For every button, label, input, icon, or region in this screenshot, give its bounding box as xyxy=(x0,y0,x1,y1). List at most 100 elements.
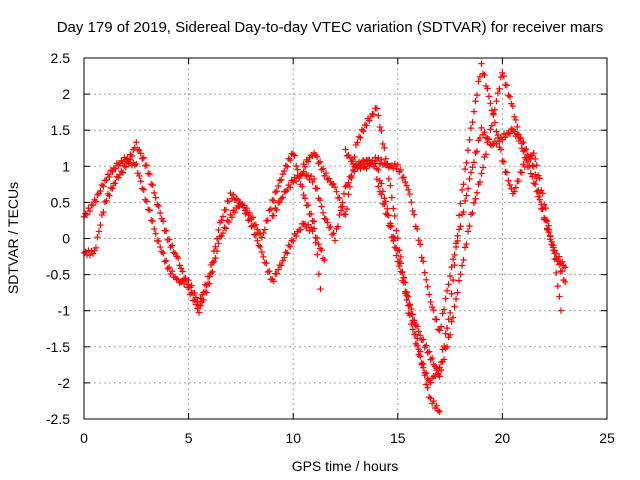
data-point xyxy=(433,402,440,410)
data-point xyxy=(464,228,472,235)
data-point xyxy=(484,85,491,92)
data-point xyxy=(231,209,239,216)
data-point xyxy=(201,281,209,288)
data-point xyxy=(275,266,282,273)
data-point xyxy=(258,234,266,241)
data-point xyxy=(506,181,514,189)
data-point xyxy=(97,187,104,195)
data-point xyxy=(264,217,271,224)
data-point xyxy=(281,167,288,175)
data-point xyxy=(393,252,400,259)
data-point xyxy=(370,111,378,118)
data-point xyxy=(414,323,421,330)
data-point xyxy=(384,211,391,218)
data-point xyxy=(469,118,476,126)
data-point xyxy=(145,170,152,177)
data-point xyxy=(415,237,422,244)
data-point xyxy=(215,240,222,247)
data-point xyxy=(177,265,185,272)
data-point xyxy=(352,141,360,149)
data-point xyxy=(420,336,427,343)
data-point xyxy=(437,366,445,374)
data-point xyxy=(218,217,225,224)
data-point xyxy=(473,91,481,99)
data-point xyxy=(317,285,324,293)
data-point xyxy=(390,237,397,245)
data-point xyxy=(112,180,119,187)
data-point xyxy=(342,211,349,218)
data-point xyxy=(288,237,295,244)
data-point xyxy=(411,317,418,324)
data-point xyxy=(109,185,116,192)
data-point xyxy=(222,206,230,214)
x-tick-label: 0 xyxy=(80,430,88,446)
data-point xyxy=(533,175,540,182)
data-point xyxy=(98,211,106,219)
data-point xyxy=(454,289,461,296)
data-point xyxy=(476,178,484,186)
data-point xyxy=(276,177,283,184)
data-point xyxy=(378,191,385,198)
data-point xyxy=(339,203,346,210)
data-point xyxy=(100,183,107,190)
data-point xyxy=(478,124,485,132)
data-point xyxy=(101,198,109,206)
data-point xyxy=(470,159,478,166)
data-point xyxy=(455,212,463,219)
data-point xyxy=(182,275,189,282)
data-point xyxy=(248,223,255,230)
data-point xyxy=(261,226,269,233)
data-point xyxy=(354,164,361,172)
data-point xyxy=(502,168,509,176)
data-point xyxy=(343,205,351,213)
data-point xyxy=(493,128,500,135)
data-point xyxy=(391,212,399,220)
data-point xyxy=(464,147,472,154)
data-point xyxy=(485,135,493,143)
data-point xyxy=(85,204,92,212)
data-point xyxy=(481,71,488,79)
data-point xyxy=(550,244,557,251)
y-tick-label: -0.5 xyxy=(46,267,70,283)
data-point xyxy=(218,232,225,240)
data-point xyxy=(406,191,413,198)
data-point xyxy=(397,166,404,174)
data-point xyxy=(270,197,277,204)
data-point xyxy=(228,214,236,221)
data-point xyxy=(82,210,89,217)
data-point xyxy=(275,182,282,190)
data-point xyxy=(171,250,179,257)
data-point xyxy=(482,151,490,158)
data-point xyxy=(406,301,413,309)
series-satellite-track-6 xyxy=(373,69,569,380)
data-point xyxy=(315,240,322,248)
data-point xyxy=(154,201,161,208)
data-point xyxy=(207,269,215,277)
data-point xyxy=(254,226,261,233)
data-point xyxy=(524,151,532,158)
data-point xyxy=(500,158,508,166)
data-point xyxy=(284,250,291,257)
data-point xyxy=(387,223,394,231)
data-point xyxy=(149,181,156,189)
data-point xyxy=(192,301,200,308)
data-point xyxy=(439,346,446,353)
data-point xyxy=(385,175,393,183)
data-point xyxy=(354,139,361,146)
data-point xyxy=(301,195,309,202)
data-point xyxy=(375,112,382,119)
data-point xyxy=(448,263,455,271)
data-point xyxy=(375,183,382,190)
data-point xyxy=(319,165,327,172)
data-point xyxy=(324,219,331,226)
data-point xyxy=(173,275,180,283)
data-point xyxy=(418,254,425,261)
data-point xyxy=(164,265,171,272)
data-point xyxy=(278,195,285,202)
data-point xyxy=(119,169,127,176)
data-point xyxy=(219,213,227,220)
data-point xyxy=(331,183,339,191)
data-point xyxy=(409,311,416,318)
data-point xyxy=(479,70,487,77)
